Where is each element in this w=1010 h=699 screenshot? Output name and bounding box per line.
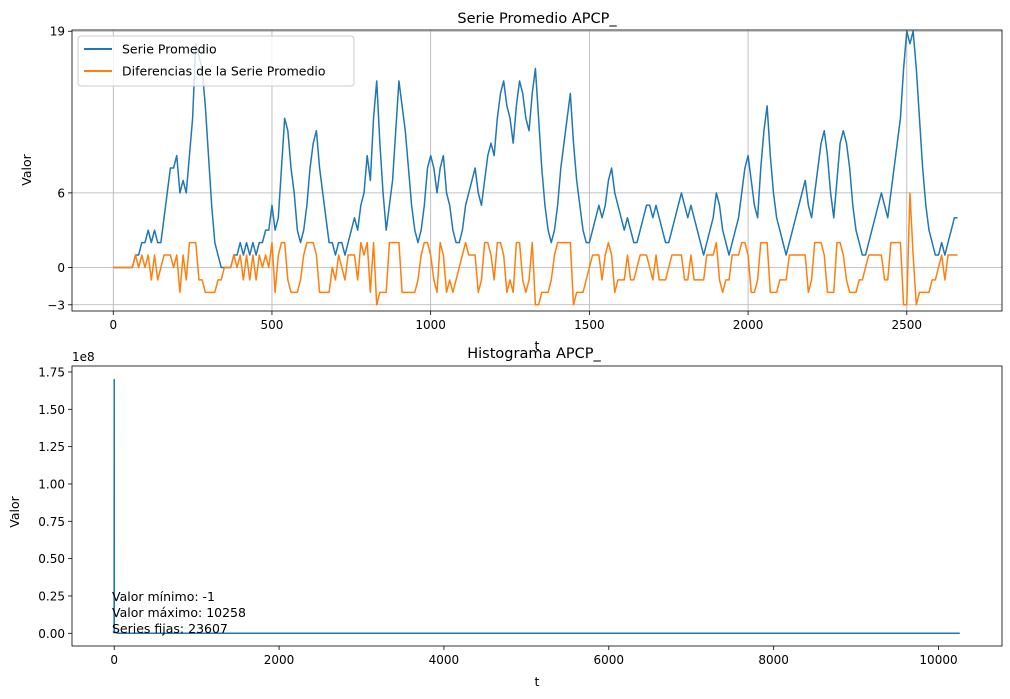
annotation-min-value: Valor mínimo: -1: [112, 589, 215, 604]
y-tick-label: 0.75: [38, 515, 65, 529]
series-line-serie-promedio: [113, 30, 958, 269]
bottom-y-ticks: 0.00 0.25 0.50 0.75 1.00 1.25 1.50 1.75: [38, 365, 72, 641]
y-tick-label: 0.50: [38, 552, 65, 566]
series-line-series-0: [113, 378, 960, 635]
annotation-fixed-series: Series fijas: 23607: [112, 621, 228, 636]
y-tick-label: 1.25: [38, 440, 65, 454]
bottom-x-axis-label: t: [535, 674, 540, 689]
legend-label-diferencias: Diferencias de la Serie Promedio: [122, 64, 326, 79]
bottom-annotations: Valor mínimo: -1 Valor máximo: 10258 Ser…: [112, 589, 246, 636]
bottom-y-axis-label: Valor: [7, 495, 22, 527]
y-tick-label: 6: [57, 186, 65, 200]
x-tick-label: 1000: [415, 318, 446, 332]
x-tick-label: 6000: [594, 653, 625, 667]
top-y-ticks: −3 0 6 19: [47, 25, 72, 312]
bottom-chart-title: Histograma APCP_: [467, 346, 601, 362]
y-tick-label: 0.00: [38, 627, 65, 641]
series-line-diferencias-de-la-serie-promedio: [113, 192, 958, 306]
x-tick-label: 0: [110, 653, 118, 667]
top-axes: 0 500 1000 1500 2000 2500 −3 0 6 19 Serie Promed…: [19, 11, 1003, 353]
top-series-lines: [113, 30, 958, 306]
y-tick-label: −3: [47, 298, 65, 312]
y-tick-label: 19: [50, 25, 65, 39]
y-tick-label: 1.00: [38, 477, 65, 491]
top-axes-frame: [71, 29, 1003, 312]
legend-box: [77, 35, 355, 87]
top-x-axis-label: t: [535, 338, 540, 353]
legend-label-serie-promedio: Serie Promedio: [122, 42, 217, 57]
y-tick-label: 0: [57, 261, 65, 275]
x-tick-label: 500: [261, 318, 284, 332]
y-tick-label: 0.25: [38, 589, 65, 603]
x-tick-label: 8000: [758, 653, 789, 667]
bottom-plot-area: [72, 366, 1002, 646]
x-tick-label: 2000: [733, 318, 764, 332]
x-tick-label: 0: [109, 318, 117, 332]
top-x-ticks: 0 500 1000 1500 2000 2500: [109, 311, 922, 332]
x-tick-label: 2000: [264, 653, 295, 667]
top-y-axis-label: Valor: [19, 153, 34, 185]
bottom-y-offset-text: 1e8: [72, 350, 95, 364]
y-tick-label: 1.75: [38, 365, 65, 379]
bottom-x-ticks: 0 2000 4000 6000 8000 10000: [110, 646, 958, 667]
y-tick-label: 1.50: [38, 403, 65, 417]
x-tick-label: 2500: [892, 318, 923, 332]
top-legend: Serie Promedio Diferencias de la Serie P…: [77, 35, 355, 87]
bottom-axes: 0 2000 4000 6000 8000 10000 0.00 0.25 0.50 0.75 1…: [7, 346, 1003, 689]
x-tick-label: 4000: [429, 653, 460, 667]
x-tick-label: 1500: [574, 318, 605, 332]
x-tick-label: 10000: [919, 653, 957, 667]
annotation-max-value: Valor máximo: 10258: [112, 605, 246, 620]
bottom-series-lines: [113, 378, 960, 635]
top-chart-title: Serie Promedio APCP_: [457, 11, 617, 27]
bottom-axes-frame: [71, 365, 1003, 647]
